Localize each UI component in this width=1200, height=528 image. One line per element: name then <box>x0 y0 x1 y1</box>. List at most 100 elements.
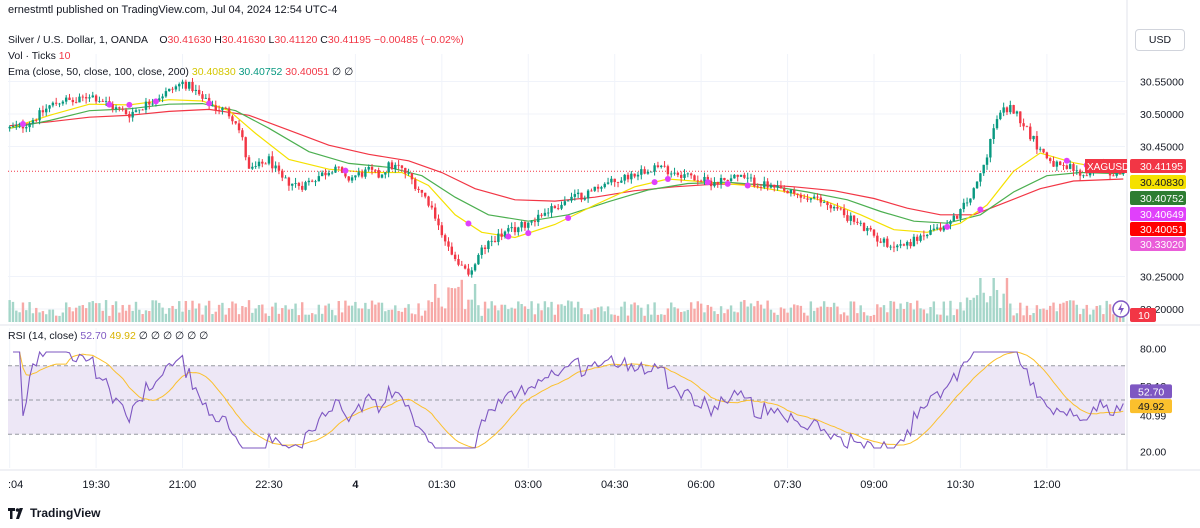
volume-label[interactable]: Vol · Ticks <box>8 50 56 62</box>
candle-body <box>882 238 886 243</box>
ema-cross-marker <box>977 206 984 213</box>
volume-bar <box>879 307 882 322</box>
candle-body <box>181 81 184 85</box>
rsi-empty-value: ∅ <box>187 330 197 342</box>
volume-bar <box>81 305 84 322</box>
candle-body <box>1075 170 1078 172</box>
candle-body <box>128 114 131 118</box>
volume-bar <box>204 305 208 322</box>
volume-bar <box>104 300 108 322</box>
volume-bar <box>793 304 796 322</box>
candle-body <box>18 123 21 126</box>
volume-bar <box>261 304 264 322</box>
price-label-bg <box>1130 175 1186 189</box>
volume-bar <box>490 301 493 322</box>
candle-body <box>324 172 327 176</box>
volume-bar <box>174 309 178 322</box>
rsi-label[interactable]: RSI (14, close) <box>8 330 78 342</box>
currency-button[interactable]: USD <box>1135 29 1185 51</box>
candle-body <box>613 178 616 183</box>
volume-bar <box>703 312 706 322</box>
volume-bar <box>673 307 676 322</box>
candle-body <box>440 225 444 236</box>
volume-bar <box>556 304 560 322</box>
volume-bar <box>134 301 138 322</box>
candle-body <box>294 183 297 184</box>
volume-bar <box>523 306 527 322</box>
volume-bar <box>719 306 723 322</box>
candle-body <box>786 190 789 194</box>
volume-bar <box>347 305 350 322</box>
candle-body <box>1032 135 1035 140</box>
volume-bar <box>264 313 267 322</box>
candle-body <box>763 181 766 188</box>
candle-body <box>517 227 520 233</box>
candle-body <box>706 176 709 181</box>
candle-body <box>94 95 98 102</box>
volume-bar <box>324 305 327 322</box>
volume-bar <box>367 309 370 322</box>
volume-bar <box>8 300 11 322</box>
ema-cross-marker <box>505 233 512 240</box>
volume-bar <box>686 309 690 322</box>
symbol-title[interactable]: Silver / U.S. Dollar, 1, OANDA <box>8 34 148 46</box>
volume-bar <box>560 304 563 322</box>
candle-body <box>819 197 823 203</box>
candle-body <box>15 125 18 127</box>
volume-bar <box>606 306 610 322</box>
volume-bar <box>91 301 94 322</box>
candle-body <box>453 254 457 260</box>
volume-bar <box>822 301 826 322</box>
change-value: −0.00485 (−0.02%) <box>373 34 464 46</box>
volume-bar <box>251 312 254 322</box>
candle-body <box>277 165 281 171</box>
candle-body <box>1078 170 1082 176</box>
volume-bar <box>433 284 437 322</box>
price-label-bg <box>1130 159 1186 173</box>
volume-bar <box>819 306 823 322</box>
volume-bar <box>603 311 606 322</box>
candle-body <box>148 101 151 105</box>
volume-bar <box>786 312 789 322</box>
volume-bar <box>424 310 427 322</box>
candle-body <box>301 185 304 190</box>
volume-bar <box>58 315 61 322</box>
candle-body <box>753 177 756 187</box>
volume-bar <box>78 305 81 322</box>
candle-body <box>583 198 586 200</box>
time-tick-label: :04 <box>8 479 23 491</box>
candle-body <box>556 208 560 209</box>
volume-bar <box>447 287 450 322</box>
candle-body <box>470 270 473 275</box>
candle-body <box>271 156 274 169</box>
rsi-tick-label: 80.00 <box>1140 344 1166 356</box>
candle-body <box>1085 175 1088 177</box>
candle-body <box>992 128 995 140</box>
volume-bar <box>590 309 593 322</box>
candle-body <box>374 169 377 171</box>
volume-bar <box>1058 303 1062 322</box>
candle-body <box>660 165 663 167</box>
candle-body <box>593 186 596 191</box>
volume-bar <box>178 301 181 322</box>
candle-body <box>168 88 171 92</box>
candle-body <box>872 229 876 236</box>
candle-body <box>826 202 829 206</box>
volume-bar <box>563 305 567 322</box>
candle-body <box>650 171 653 173</box>
volume-bar <box>437 297 440 322</box>
volume-bar <box>187 309 191 322</box>
candle-body <box>610 178 613 183</box>
volume-bar <box>959 302 962 322</box>
candle-body <box>244 137 247 158</box>
candle-body <box>603 183 606 188</box>
candle-body <box>510 227 513 229</box>
volume-bar <box>1025 305 1029 322</box>
volume-bar <box>543 301 547 322</box>
candle-body <box>1088 172 1092 176</box>
ema-cross-marker <box>1063 157 1070 164</box>
candle-body <box>530 221 533 223</box>
ema-label[interactable]: Ema (close, 50, close, 100, close, 200) <box>8 66 189 78</box>
volume-bar <box>237 314 241 322</box>
candle-body <box>134 110 138 112</box>
